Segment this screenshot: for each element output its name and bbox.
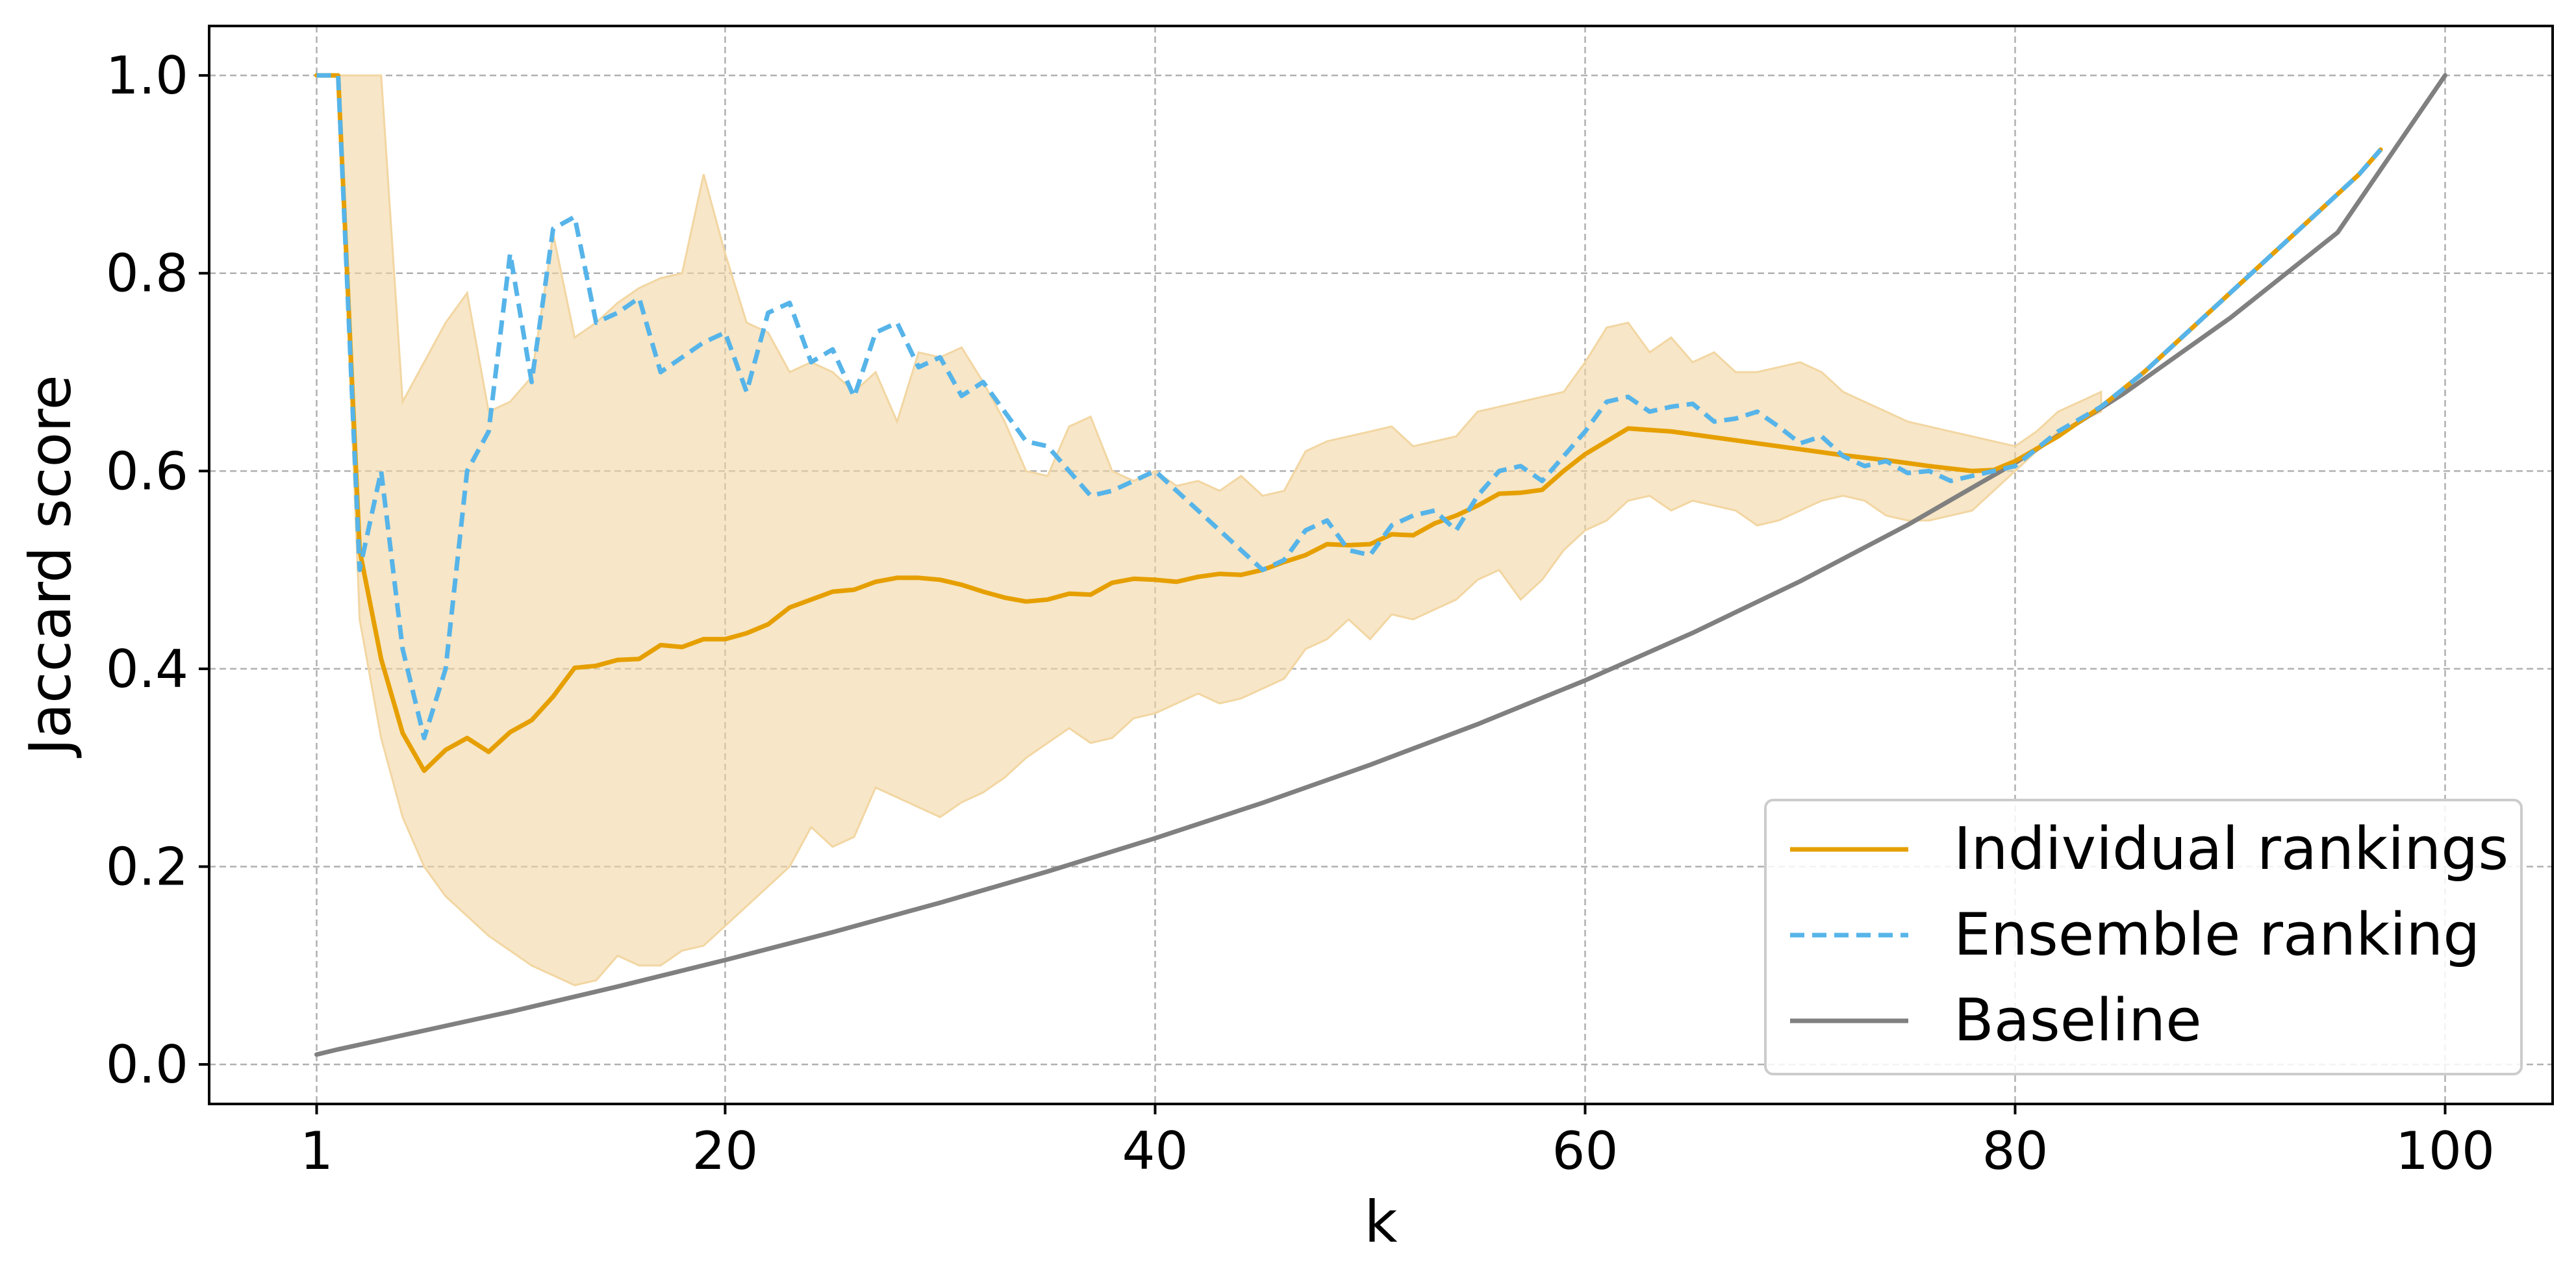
x-tick-label: 40 (1122, 1121, 1189, 1181)
y-tick-label: 0.0 (106, 1034, 188, 1095)
y-tick-label: 0.8 (106, 244, 188, 304)
y-tick-label: 1.0 (106, 45, 188, 106)
y-tick-label: 0.2 (106, 836, 188, 897)
legend-label-ensemble-ranking: Ensemble ranking (1954, 901, 2480, 969)
plot-frame (208, 25, 2554, 1105)
individual-rankings-line (314, 73, 2383, 773)
ensemble-ranking-line (316, 73, 2382, 740)
x-tick-label: 1 (300, 1121, 333, 1181)
y-tick-label: 0.6 (106, 441, 188, 501)
band-area (316, 74, 2102, 986)
individual-rankings-band (316, 74, 2102, 986)
x-axis-ticks: 1 20 40 60 80 100 (300, 1104, 2495, 1181)
x-axis-label: k (1365, 1188, 1398, 1255)
y-axis-ticks: 0.0 0.2 0.4 0.6 0.8 1.0 (106, 45, 209, 1095)
legend: Individual rankings Ensemble ranking Bas… (1764, 799, 2523, 1075)
legend-box (1764, 799, 2523, 1075)
x-tick-label: 60 (1552, 1121, 1619, 1181)
y-axis-label: Jaccard score (17, 375, 84, 758)
legend-label-baseline: Baseline (1954, 986, 2202, 1055)
legend-label-individual-rankings: Individual rankings (1954, 815, 2508, 883)
x-tick-label: 100 (2395, 1121, 2495, 1181)
y-tick-label: 0.4 (106, 639, 188, 699)
x-tick-label: 80 (1982, 1121, 2049, 1181)
x-tick-label: 20 (692, 1121, 759, 1181)
series-lines (314, 73, 2447, 1057)
